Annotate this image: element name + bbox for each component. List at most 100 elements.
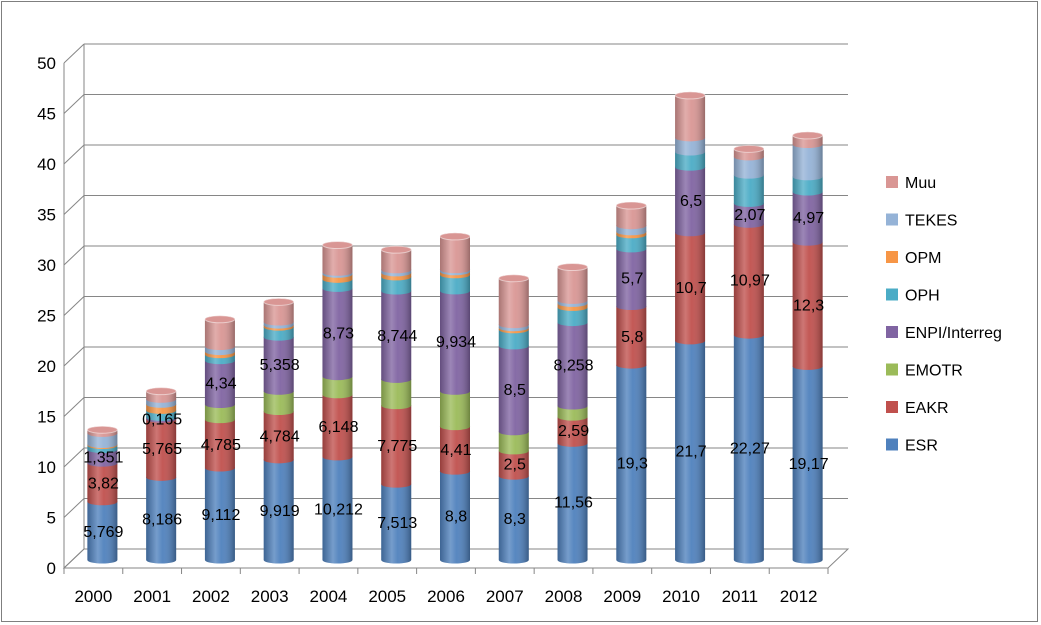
- legend-item-oph: OPH: [886, 288, 940, 305]
- bar-shading: [498, 428, 529, 455]
- y-tick-label: 25: [37, 307, 56, 326]
- legend-label: EAKR: [905, 400, 949, 417]
- bar-shading: [440, 287, 470, 395]
- bar-cap-2011: [733, 144, 765, 153]
- bar-cap-2010: [674, 91, 706, 100]
- bar-shading: [498, 342, 529, 436]
- data-label: 6,5: [680, 193, 702, 210]
- bar-shading: [440, 423, 470, 475]
- legend-swatch: [886, 288, 898, 301]
- bar-shading: [616, 302, 647, 369]
- bar-cap-2008: [557, 263, 589, 272]
- y-tick-label: 30: [37, 256, 56, 275]
- legend-label: Muu: [905, 175, 936, 192]
- bar-shading: [675, 91, 706, 142]
- data-label: 22,27: [730, 441, 770, 458]
- bar-stack-2005: [380, 245, 412, 564]
- data-label: 5,765: [142, 441, 182, 458]
- bar-stack-2008: [557, 263, 589, 564]
- bar-shading: [322, 284, 353, 381]
- y-tick-label: 5: [47, 509, 56, 528]
- bar-cap-2009: [615, 201, 647, 210]
- bar-shading: [616, 245, 647, 310]
- axes: 0 5 10 15 20 25 30 35 40 45 50 2000 2001 2002 2003 2004…: [37, 54, 829, 606]
- data-label: 2,59: [558, 423, 589, 440]
- legend-swatch: [886, 438, 898, 451]
- data-label: 10,7: [676, 280, 707, 297]
- bar-shading: [498, 274, 529, 329]
- legend-item-esr: ESR: [886, 438, 938, 455]
- bar-cap-2012: [792, 131, 824, 140]
- bar-shading: [263, 333, 294, 395]
- data-label: 6,148: [318, 419, 358, 436]
- bar-shading: [498, 447, 529, 480]
- data-label: 3,82: [88, 475, 119, 492]
- bar-shading: [616, 361, 647, 564]
- x-tick-label: 2010: [662, 587, 700, 606]
- bar-stack-2007: [498, 274, 530, 564]
- bar-shading: [381, 480, 412, 564]
- bar-cap-2007: [498, 274, 530, 283]
- bar-stack-2002: [204, 315, 236, 564]
- bar-shading: [557, 439, 588, 564]
- y-tick-label: 0: [47, 559, 56, 578]
- x-tick-label: 2011: [722, 587, 759, 606]
- legend-item-opm: OPM: [886, 250, 941, 267]
- bars: [86, 91, 824, 564]
- bar-stack-2001: [145, 387, 177, 564]
- bar-shading: [322, 453, 353, 564]
- data-label: 9,112: [201, 507, 240, 524]
- bar-stack-2004: [321, 240, 353, 564]
- bar-shading: [322, 241, 353, 276]
- bar-shading: [146, 473, 177, 564]
- data-label: 5,8: [621, 329, 643, 346]
- bar-cap-2004: [321, 240, 353, 249]
- legend-swatch: [886, 213, 898, 226]
- data-label: 9,934: [436, 334, 476, 351]
- legend-swatch: [886, 401, 898, 413]
- bar-cap-2006: [439, 232, 471, 241]
- data-label: 0,165: [142, 411, 182, 428]
- bar-shading: [792, 188, 823, 246]
- data-label: 8,73: [323, 325, 354, 342]
- bar-shading: [733, 331, 764, 564]
- legend-label: ENPI/Interreg: [905, 325, 1002, 342]
- x-tick-label: 2000: [74, 587, 112, 606]
- bar-shading: [381, 402, 412, 488]
- bar-shading: [87, 459, 118, 506]
- data-label: 2,5: [504, 457, 526, 474]
- bar-stack-2003: [263, 297, 295, 564]
- y-tick-label: 15: [37, 408, 56, 427]
- data-label: 12,3: [793, 297, 824, 314]
- data-label: 10,97: [730, 273, 770, 290]
- legend-label: OPM: [905, 250, 941, 267]
- y-tick-label: 35: [37, 206, 56, 225]
- data-label: 7,775: [377, 438, 417, 455]
- bar-shading: [675, 229, 706, 345]
- legend-swatch: [886, 251, 898, 263]
- bar-cap-2000: [86, 425, 118, 434]
- bar-shading: [675, 337, 706, 564]
- gridline-diagonal: [63, 144, 85, 165]
- bar-stack-2009: [615, 201, 647, 564]
- data-label: 8,5: [504, 382, 526, 399]
- gridline-diagonal: [63, 498, 85, 518]
- bar-shading: [263, 456, 294, 564]
- data-label: 7,513: [377, 515, 417, 532]
- bar-cap-2001: [145, 387, 177, 396]
- data-label: 19,3: [617, 456, 648, 473]
- bar-cap-2005: [380, 245, 412, 254]
- data-label: 8,258: [554, 357, 594, 374]
- bar-shading: [204, 464, 235, 564]
- x-tick-label: 2003: [251, 587, 289, 606]
- bar-stack-2000: [86, 425, 118, 564]
- data-label: 8,8: [445, 509, 467, 526]
- bar-shading: [204, 416, 235, 472]
- bar-shading: [792, 140, 823, 181]
- bar-shading: [381, 287, 412, 383]
- y-tick-label: 20: [37, 357, 56, 376]
- y-tick-label: 50: [37, 54, 56, 73]
- bar-shading: [792, 362, 823, 564]
- legend-label: ESR: [905, 438, 938, 455]
